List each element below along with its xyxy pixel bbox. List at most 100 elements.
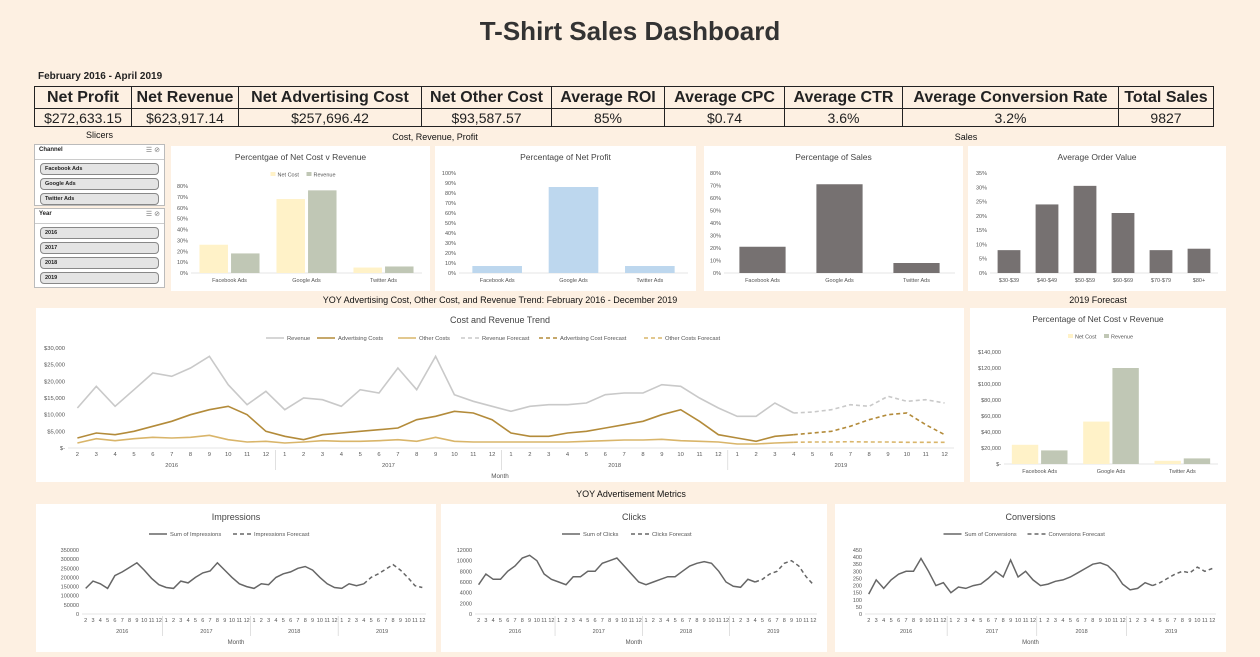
- year-label: 2018: [608, 463, 621, 469]
- chart-forecast-net-cost: Percentage of Net Cost v Revenue Net Cost…: [970, 308, 1226, 482]
- chart-title: Cost and Revenue Trend: [450, 315, 550, 325]
- x-tick-label: 2: [477, 618, 480, 624]
- x-tick-label: $60-$69: [1113, 278, 1133, 284]
- chart-svg: Percentage of Sales 0% 10% 20% 30% 40% 50% 60% 7…: [710, 152, 955, 284]
- x-tick-label: 5: [499, 618, 502, 624]
- x-tick-label: 5: [370, 618, 373, 624]
- x-tick-label: 11: [1112, 618, 1118, 624]
- x-tick-label: 1: [165, 618, 168, 624]
- chart-svg: Percentage of Net Cost v Revenue Net Cost…: [978, 314, 1218, 475]
- x-tick-label: 4: [754, 618, 757, 624]
- x-tick-label: 1: [509, 452, 512, 458]
- bar: [231, 253, 260, 273]
- x-tick-label: 9: [223, 618, 226, 624]
- y-tick-label: 20%: [445, 251, 456, 257]
- x-tick-label: Facebook Ads: [480, 278, 515, 284]
- chart-title: Conversions: [1005, 512, 1056, 522]
- slicer-item-2017[interactable]: 2017: [40, 242, 159, 254]
- x-tick-label: 5: [811, 452, 814, 458]
- bar: [625, 266, 675, 273]
- slicer-item-google[interactable]: Google Ads: [40, 178, 159, 190]
- slicer-item-twitter[interactable]: Twitter Ads: [40, 193, 159, 205]
- y-tick-label: $60,000: [981, 414, 1001, 420]
- y-tick-label: 70%: [177, 195, 188, 201]
- slicer-item-2016[interactable]: 2016: [40, 227, 159, 239]
- x-tick-label: 5: [979, 618, 982, 624]
- kpi-value: 3.6%: [784, 108, 903, 127]
- y-tick-label: 60%: [445, 211, 456, 217]
- legend-label: Revenue: [314, 173, 336, 179]
- x-tick-label: 5: [1069, 618, 1072, 624]
- bar: [1187, 248, 1211, 273]
- x-tick-label: 12: [715, 452, 721, 458]
- x-tick-label: 8: [608, 618, 611, 624]
- x-tick-label: 10: [677, 452, 683, 458]
- x-tick-label: 7: [1084, 618, 1087, 624]
- x-tick-label: 7: [849, 452, 852, 458]
- x-tick-label: 2: [1046, 618, 1049, 624]
- y-tick-label: 0%: [448, 271, 456, 277]
- chart-svg: Percentage of Net Profit 0% 10% 20% 30% 40% 50…: [442, 152, 688, 284]
- y-tick-label: 15%: [976, 228, 987, 234]
- x-tick-label: 8: [641, 452, 644, 458]
- x-tick-label: 2: [172, 618, 175, 624]
- slicer-item-2018[interactable]: 2018: [40, 257, 159, 269]
- y-tick-label: 5%: [979, 257, 987, 263]
- x-tick-label: 11: [629, 618, 635, 624]
- x-tick-label: 12: [156, 618, 162, 624]
- x-tick-label: 7: [170, 452, 173, 458]
- section-ad-metrics: YOY Advertisement Metrics: [576, 489, 686, 499]
- slicer-item-facebook[interactable]: Facebook Ads: [40, 163, 159, 175]
- x-tick-label: 6: [506, 618, 509, 624]
- x-tick-label: 2: [754, 452, 757, 458]
- legend-label: Net Cost: [1075, 335, 1097, 341]
- bar: [353, 267, 382, 273]
- y-tick-label: 8000: [460, 569, 472, 575]
- legend-label: Revenue: [1111, 335, 1133, 341]
- y-tick-label: 350000: [61, 548, 79, 554]
- y-tick-label: 0: [859, 612, 862, 618]
- bar: [308, 190, 337, 273]
- x-tick-label: 3: [875, 618, 878, 624]
- x-tick-label: 7: [622, 452, 625, 458]
- y-tick-label: 50%: [445, 221, 456, 227]
- x-tick-label: 2: [564, 618, 567, 624]
- x-tick-label: 7: [688, 618, 691, 624]
- x-tick-label: 6: [1076, 618, 1079, 624]
- bar: [1183, 458, 1211, 464]
- chart-svg: Impressions Sum of Impressions Impressions…: [61, 512, 426, 646]
- legend-swatch: [1068, 334, 1073, 338]
- y-tick-label: 70%: [445, 201, 456, 207]
- bar: [276, 199, 305, 273]
- x-tick-label: 5: [106, 618, 109, 624]
- bar: [1154, 460, 1181, 464]
- x-tick-label: 11: [149, 618, 155, 624]
- y-tick-label: $15,000: [44, 396, 65, 402]
- forecast-line: [793, 440, 945, 444]
- multi-select-icon[interactable]: ☰ ⊘: [145, 211, 160, 218]
- x-tick-label: Google Ads: [292, 278, 321, 284]
- series-line: [85, 561, 364, 590]
- x-tick-label: 8: [1181, 618, 1184, 624]
- slicer-item-2019[interactable]: 2019: [40, 272, 159, 284]
- kpi-value: $623,917.14: [131, 108, 239, 127]
- multi-select-icon[interactable]: ☰ ⊘: [145, 147, 160, 154]
- x-tick-label: 4: [99, 618, 102, 624]
- x-tick-label: 8: [304, 618, 307, 624]
- y-tick-label: 30%: [976, 185, 987, 191]
- y-tick-label: 300000: [61, 557, 79, 563]
- x-tick-label: 2: [739, 618, 742, 624]
- x-tick-label: 12: [723, 618, 729, 624]
- x-tick-label: 9: [919, 618, 922, 624]
- year-label: 2016: [509, 629, 521, 635]
- x-tick-label: 9: [399, 618, 402, 624]
- y-tick-label: $120,000: [978, 366, 1001, 372]
- x-tick-label: 5: [1158, 618, 1161, 624]
- y-tick-label: 10%: [177, 260, 188, 266]
- x-tick-label: Facebook Ads: [745, 278, 780, 284]
- y-tick-label: $100,000: [978, 382, 1001, 388]
- x-tick-label: 2: [76, 452, 79, 458]
- x-tick-label: 4: [492, 618, 495, 624]
- x-tick-label: 3: [267, 618, 270, 624]
- x-tick-label: 10: [708, 618, 714, 624]
